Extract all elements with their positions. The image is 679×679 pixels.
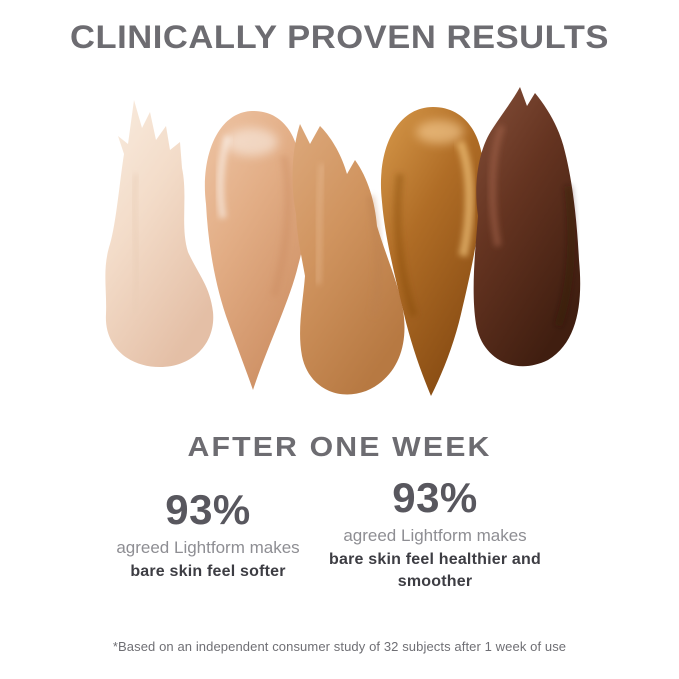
swatch-shade-4-gloss — [416, 120, 464, 144]
stat-healthier-emphasis: bare skin feel healthier and smoother — [329, 551, 541, 590]
swatch-shade-4-shadow-streak — [393, 173, 418, 318]
swatch-shade-3-streak — [366, 195, 383, 317]
headline: CLINICALLY PROVEN RESULTS — [69, 19, 609, 55]
footnote: *Based on an independent consumer study … — [112, 639, 567, 654]
swatch-shade-2 — [204, 110, 310, 390]
stat-softer-value: 93% — [165, 486, 251, 533]
stat-healthier: 93% agreed Lightform makes bare skin fee… — [322, 477, 548, 592]
swatch-shade-5-gloss-line — [488, 124, 506, 247]
swatch-shade-2-gloss-line — [216, 134, 232, 219]
swatch-shade-2-shadow-streak — [270, 155, 293, 298]
swatch-shade-5 — [473, 87, 581, 367]
stat-healthier-lead: agreed Lightform makes — [343, 526, 527, 545]
swatch-shade-3-gloss-line — [315, 163, 325, 285]
swatch-shade-4-gloss-line — [455, 140, 474, 257]
swatch-shade-2-gloss — [226, 128, 278, 156]
foundation-swatches — [105, 87, 581, 396]
stat-softer-emphasis: bare skin feel softer — [130, 563, 286, 581]
swatch-shade-1-streak — [131, 173, 140, 315]
swatch-shade-4 — [380, 107, 484, 396]
stat-softer-lead: agreed Lightform makes — [116, 538, 300, 557]
swatch-shade-1 — [105, 100, 214, 367]
subheading: AFTER ONE WEEK — [187, 431, 492, 462]
stat-softer: 93% agreed Lightform makes bare skin fee… — [88, 489, 328, 583]
stat-healthier-value: 93% — [392, 474, 478, 521]
swatch-shade-5-shadow-streak — [554, 185, 576, 328]
